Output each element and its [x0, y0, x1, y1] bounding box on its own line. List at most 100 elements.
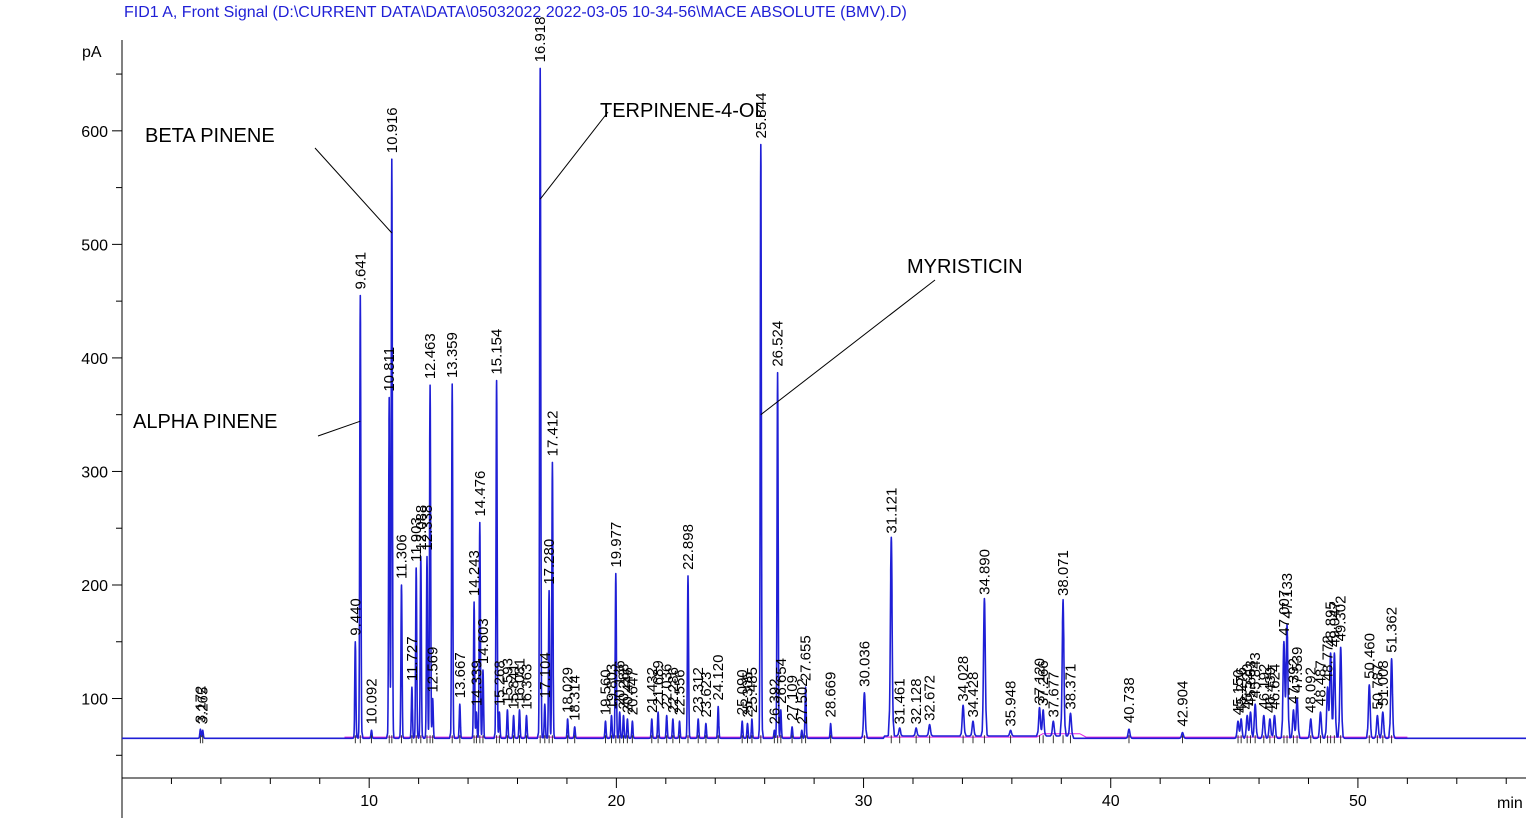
- peak-label: 16.081: [511, 658, 528, 704]
- peak-label: 47.007: [1276, 590, 1293, 636]
- peak-label: 50.787: [1369, 664, 1386, 710]
- peak-label: 14.603: [475, 618, 492, 664]
- y-tick-label: 600: [81, 124, 108, 141]
- peak-label: 19.560: [597, 669, 614, 715]
- peak-label: 45.276: [1233, 667, 1250, 713]
- peak-label: 50.460: [1361, 633, 1378, 679]
- peak-label: 12.463: [422, 333, 439, 379]
- axes: 10 20 30 40 50 100 200 300 400 500 600 pA min: [81, 40, 1526, 818]
- integration-baseline: [344, 733, 1408, 738]
- peak-label: 27.109: [784, 675, 801, 721]
- peak-label: 3.265: [195, 687, 212, 725]
- y-tick-label: 100: [81, 692, 108, 709]
- peak-label: 47.539: [1289, 647, 1306, 693]
- signal-line: [122, 67, 1526, 740]
- y-axis-label: pA: [82, 44, 102, 61]
- peak-label: 11.903: [408, 517, 425, 562]
- peak-label: 51.008: [1375, 660, 1392, 706]
- peak-label: 32.128: [908, 678, 925, 724]
- peak-label: 37.677: [1045, 672, 1062, 718]
- peak-label: 22.898: [680, 524, 697, 570]
- peak-label: 3.172: [192, 686, 209, 724]
- peak-label: 17.412: [544, 410, 561, 456]
- peak-label: 14.476: [472, 471, 489, 517]
- peak-label: 20.446: [619, 667, 636, 713]
- peak-label: 15.593: [499, 658, 516, 704]
- annotation-label: BETA PINENE: [145, 125, 275, 147]
- peak-label: 48.895: [1323, 601, 1340, 647]
- peak-label: 22.036: [659, 664, 676, 710]
- peak-label: 10.916: [384, 107, 401, 153]
- peak-label: 25.305: [739, 672, 756, 718]
- peak-label: 31.121: [883, 488, 900, 534]
- peak-label: 22.556: [672, 669, 689, 715]
- y-axis-ticks: 100 200 300 400 500 600: [81, 73, 122, 756]
- baseline-line: [344, 733, 1408, 738]
- peak-label: 25.090: [734, 669, 751, 715]
- peak-label: 26.524: [770, 321, 787, 367]
- signal-trace: [122, 67, 1526, 740]
- peak-label: 45.520: [1239, 664, 1256, 710]
- peak-label: 34.028: [955, 656, 972, 702]
- peak-label: 11.727: [404, 636, 421, 681]
- y-tick-label: 200: [81, 578, 108, 595]
- peak-label: 18.029: [560, 667, 577, 713]
- peak-label: 11.306: [393, 534, 410, 579]
- annotation-leader-line: [760, 279, 936, 416]
- peak-label: 12.338: [419, 505, 436, 551]
- peak-label: 20.647: [624, 669, 641, 715]
- peak-label: 17.280: [541, 539, 558, 585]
- peak-label: 38.071: [1055, 550, 1072, 596]
- x-axis-label: min: [1497, 795, 1523, 812]
- peak-label: 48.487: [1313, 660, 1330, 706]
- x-axis-ticks: 10 20 30 40 50: [170, 778, 1507, 810]
- x-tick-label: 10: [360, 793, 378, 810]
- annotation-leader-line: [317, 420, 361, 437]
- peak-label: 19.803: [603, 664, 620, 710]
- peak-label: 20.288: [615, 664, 632, 710]
- annotation-leader-line: [314, 147, 393, 234]
- peak-label: 13.359: [444, 332, 461, 378]
- peak-label: 45.150: [1230, 669, 1247, 715]
- peak-label: 28.669: [823, 672, 840, 718]
- peak-label: 12.569: [425, 647, 442, 693]
- peak-label: 49.047: [1326, 601, 1343, 647]
- peak-label: 46.624: [1266, 664, 1283, 710]
- peak-label: 45.843: [1247, 652, 1264, 698]
- peak-label: 42.904: [1175, 681, 1192, 727]
- peak-label: 16.918: [532, 16, 549, 62]
- peak-label: 47.392: [1285, 658, 1302, 704]
- peak-label: 9.440: [347, 598, 364, 636]
- peak-label: 34.428: [965, 672, 982, 718]
- peak-label: 51.362: [1384, 607, 1401, 653]
- x-tick-label: 40: [1102, 793, 1120, 810]
- annotation-label: ALPHA PINENE: [133, 411, 278, 433]
- peak-label: 22.286: [665, 667, 682, 713]
- peak-label: 25.844: [753, 93, 770, 139]
- annotation-label: TERPINENE-4-OL: [600, 100, 766, 122]
- x-tick-label: 50: [1349, 793, 1367, 810]
- peak-label: 13.667: [452, 652, 469, 698]
- chart-title: FID1 A, Front Signal (D:\CURRENT DATA\DA…: [124, 4, 907, 21]
- peak-label: 23.312: [690, 667, 707, 713]
- annotation-label: MYRISTICIN: [907, 256, 1023, 278]
- peak-label: 23.623: [698, 672, 715, 718]
- peak-label: 14.339: [468, 660, 485, 706]
- compound-annotations: BETA PINENE ALPHA PINENE TERPINENE-4-OL MYR…: [133, 100, 1023, 437]
- peak-label: 31.461: [892, 678, 909, 724]
- peak-label: 48.772: [1320, 635, 1337, 681]
- peak-label: 38.371: [1062, 664, 1079, 710]
- peak-label: 32.672: [922, 675, 939, 721]
- peak-label: 27.502: [794, 678, 811, 724]
- peak-label: 40.738: [1121, 677, 1138, 723]
- peak-label: 34.890: [976, 549, 993, 595]
- y-tick-label: 400: [81, 351, 108, 368]
- peak-label: 46.192: [1256, 664, 1273, 710]
- peak-label: 37.266: [1035, 660, 1052, 706]
- peak-label: 35.948: [1003, 681, 1020, 727]
- peak-label: 18.314: [567, 675, 584, 721]
- peak-label: 20.136: [612, 660, 629, 706]
- x-tick-label: 30: [855, 793, 873, 810]
- annotation-leader-line: [539, 111, 609, 200]
